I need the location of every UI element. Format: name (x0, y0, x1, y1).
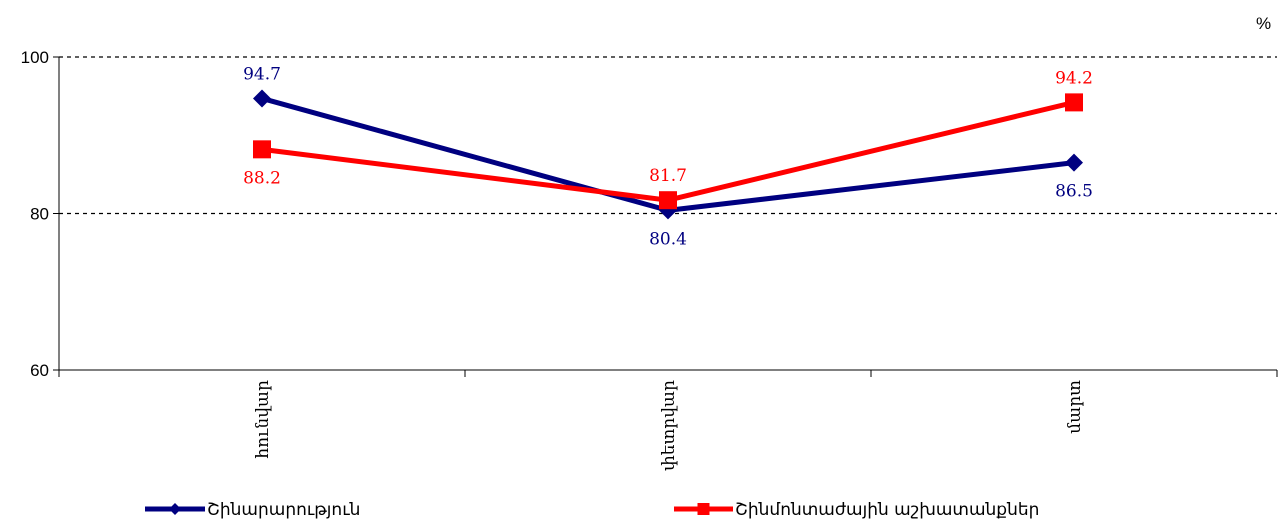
legend-marker-diamond (169, 503, 181, 515)
data-point-square (659, 191, 677, 210)
y-tick-label: 80 (30, 205, 49, 224)
data-point-square (253, 140, 271, 159)
labels-layer: 94.7 80.4 86.5 88.2 81.7 94.2 (243, 64, 1093, 249)
data-label: 80.4 (649, 229, 687, 249)
data-point-square (1065, 93, 1083, 112)
x-ticks: հունվար փետրվար մարտ (58, 370, 1278, 471)
series-layer (253, 89, 1083, 220)
data-label: 94.7 (243, 64, 281, 84)
legend: Շինարարություն Շինմոնտաժային աշխատանքներ (145, 500, 1039, 520)
legend-marker-square (697, 503, 710, 515)
data-label: 86.5 (1055, 182, 1093, 202)
data-point-diamond (253, 89, 271, 108)
x-tick-label: մարտ (1065, 380, 1085, 434)
legend-label: Շինմոնտաժային աշխատանքներ (735, 500, 1039, 520)
data-label: 81.7 (649, 166, 687, 186)
grid-lines (59, 56, 1277, 215)
data-label: 88.2 (243, 168, 281, 188)
data-label: 94.2 (1055, 68, 1093, 88)
y-ticks: 60 80 100 (21, 48, 59, 380)
y-tick-label: 100 (21, 48, 49, 67)
x-tick-label: հունվար (253, 380, 273, 459)
unit-label: % (1256, 14, 1271, 33)
data-point-diamond (1065, 153, 1083, 172)
x-tick-label: փետրվար (659, 380, 679, 471)
y-tick-label: 60 (30, 361, 49, 380)
legend-label: Շինարարություն (207, 500, 360, 520)
